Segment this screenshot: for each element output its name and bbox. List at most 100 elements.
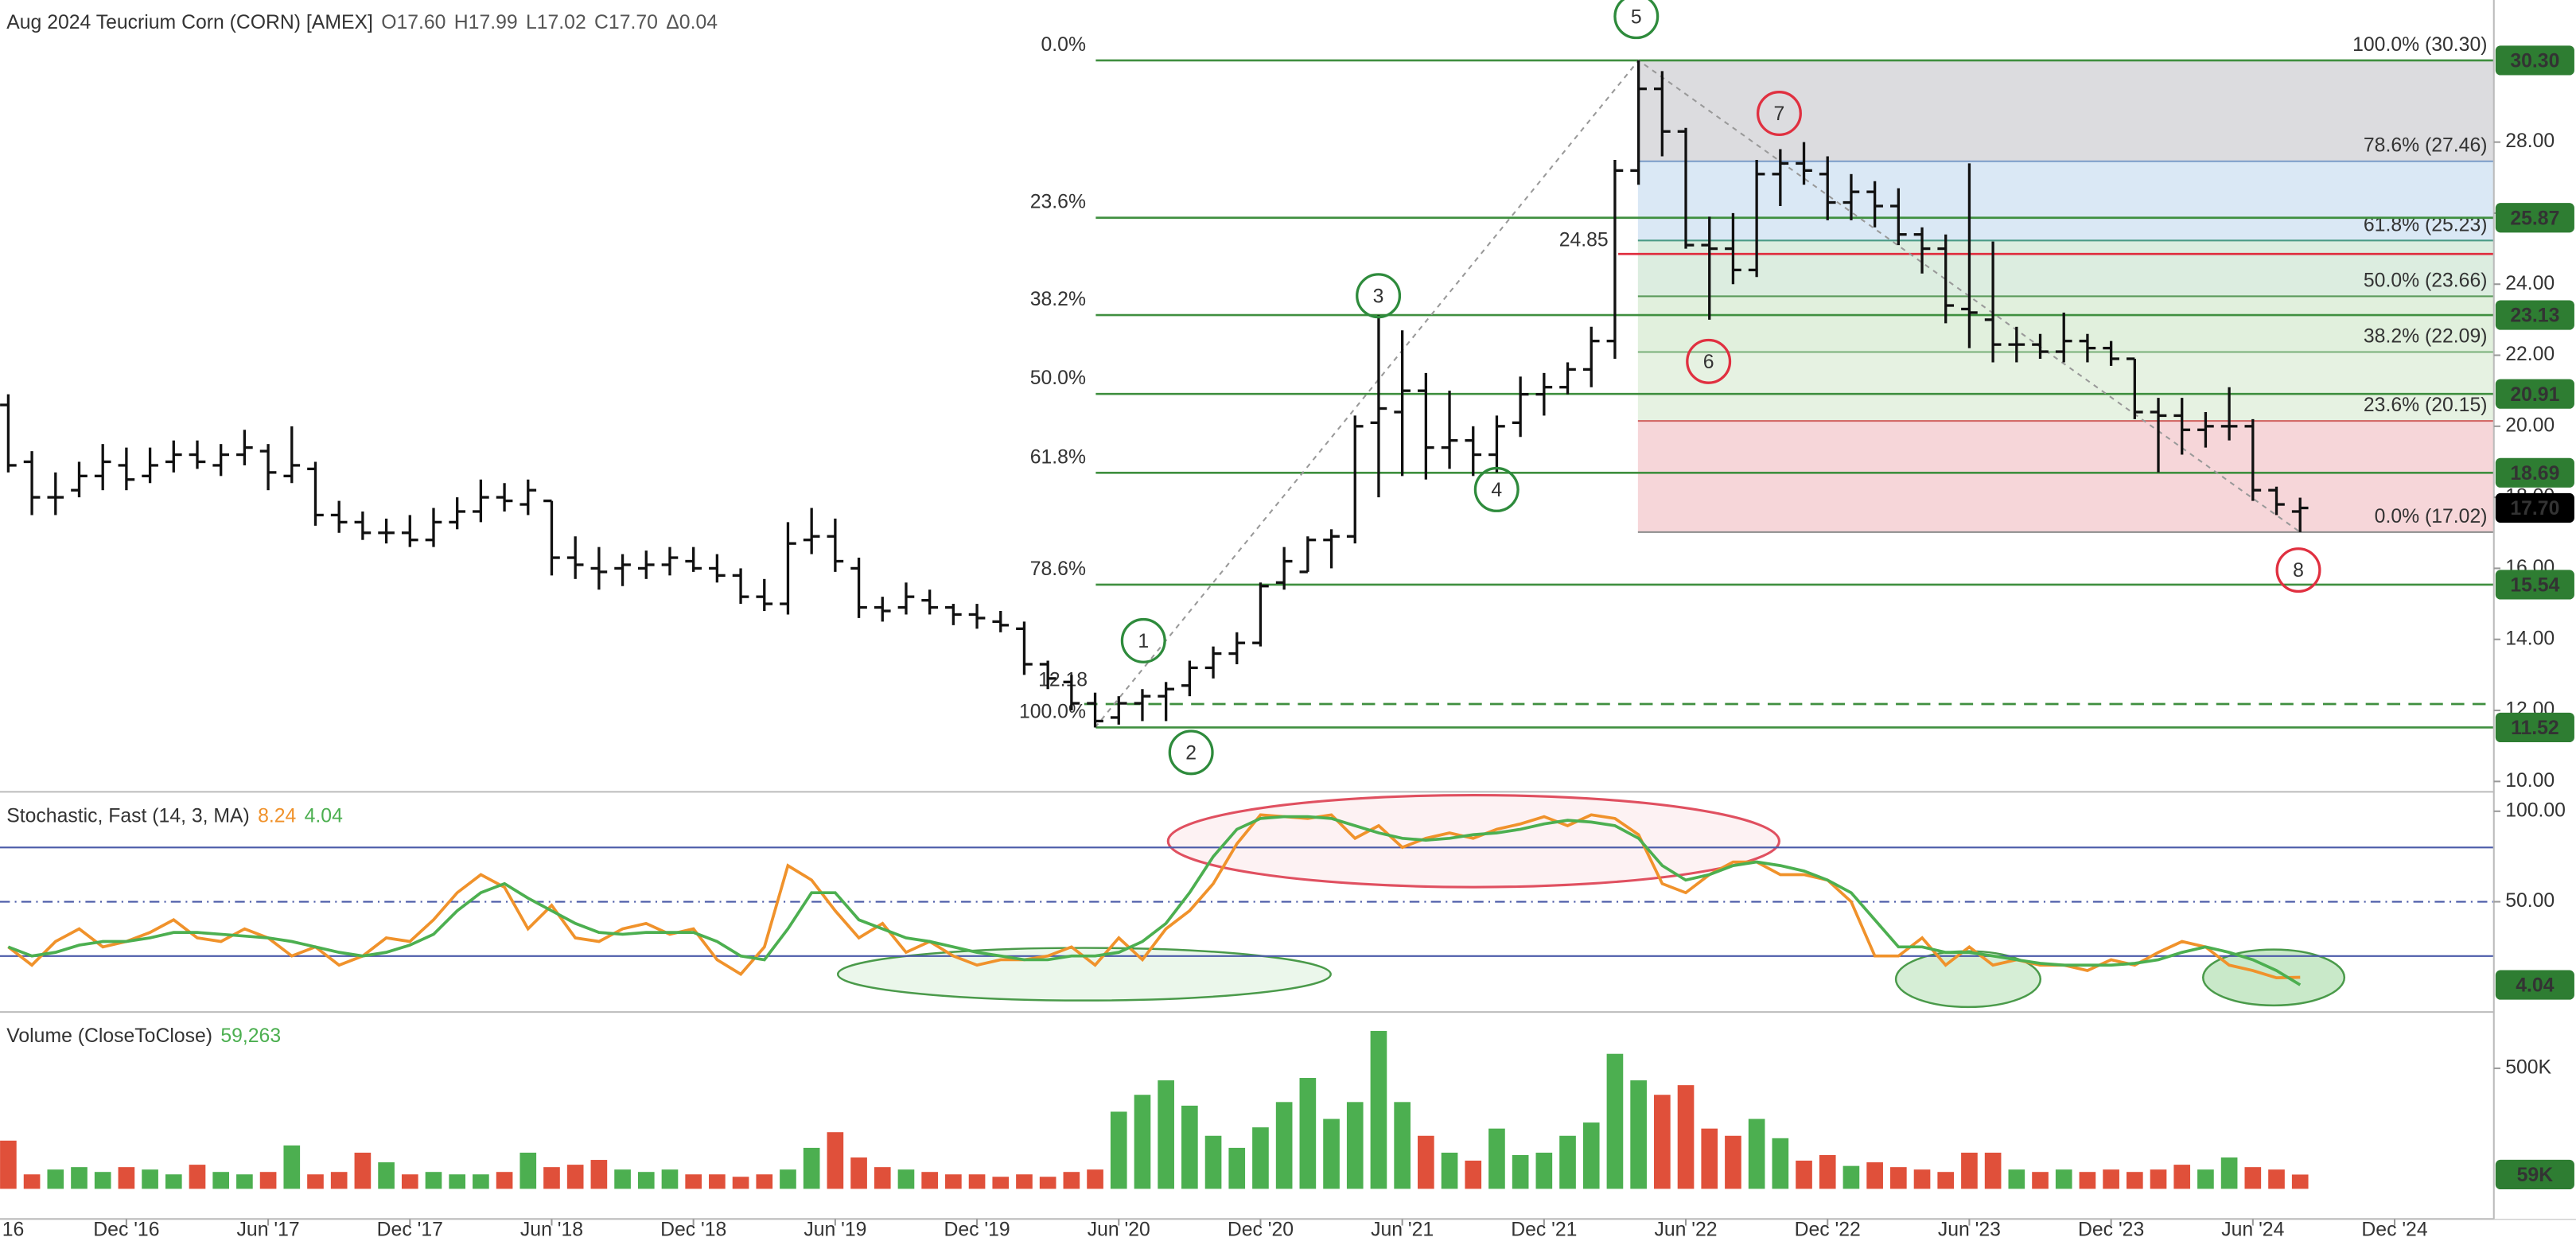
wave-marker — [2275, 547, 2321, 593]
wave-marker — [1686, 338, 1732, 384]
fib-zone — [1637, 352, 2494, 422]
x-tick-label: Jun '20 — [1088, 1219, 1150, 1240]
volume-bar — [543, 1167, 560, 1189]
volume-bar — [1606, 1053, 1624, 1189]
volume-bar — [2150, 1169, 2167, 1189]
volume-bar — [637, 1172, 655, 1189]
volume-bar — [1582, 1122, 1600, 1189]
stoch-line — [7, 813, 2301, 980]
volume-bar — [496, 1172, 513, 1189]
volume-bar — [1441, 1152, 1458, 1189]
x-tick-label: Dec '19 — [944, 1219, 1010, 1240]
volume-bar — [1063, 1172, 1080, 1189]
price-box — [2495, 970, 2574, 1000]
price-box-label: 59K — [2517, 1165, 2554, 1186]
volume-bar — [1630, 1080, 1647, 1189]
price-box — [2495, 203, 2574, 233]
level-label: 24.85 — [1559, 229, 1609, 251]
x-tick-label: Dec '20 — [1228, 1219, 1294, 1240]
volume-bar — [1701, 1128, 1718, 1189]
volume-bar — [1819, 1154, 1836, 1189]
wave-marker — [1473, 466, 1520, 512]
fib-zone — [1637, 60, 2494, 161]
volume-bar — [1748, 1118, 1765, 1189]
stoch-title-text: Stochastic, Fast (14, 3, MA) — [6, 805, 250, 827]
volume-bar — [519, 1152, 537, 1189]
volume-bar — [2126, 1172, 2143, 1189]
volume-bar — [2291, 1174, 2309, 1189]
volume-bar — [2008, 1169, 2025, 1189]
volume-bar — [1913, 1169, 1931, 1189]
volume-bar — [2197, 1169, 2214, 1189]
volume-bar — [2103, 1169, 2119, 1189]
volume-bar — [449, 1174, 466, 1189]
level-label: 12.18 — [1038, 670, 1088, 691]
ohlc-stat: C17.70 — [594, 11, 658, 33]
volume-bar — [142, 1169, 158, 1189]
volume-bar — [992, 1177, 1010, 1189]
volume-title: Volume (CloseToClose) 59,263 — [6, 1025, 281, 1047]
volume-bar — [897, 1169, 915, 1189]
volume-bar — [1937, 1172, 1955, 1189]
volume-bar — [1252, 1127, 1269, 1189]
x-tick-label: Jun '24 — [2221, 1219, 2284, 1240]
wave-label: 1 — [1138, 631, 1149, 652]
x-tick-label: Dec '16 — [93, 1219, 159, 1240]
wave-label: 6 — [1703, 352, 1714, 373]
volume-bar — [236, 1174, 253, 1189]
y-tick-label: 100.00 — [2505, 799, 2566, 821]
volume-bar — [212, 1172, 230, 1189]
ohlc-stat: O17.60 — [381, 11, 446, 33]
volume-bar — [661, 1169, 679, 1189]
volume-bar — [307, 1174, 324, 1189]
price-box-label: 20.91 — [2510, 384, 2559, 406]
fib-label: 100.0% — [1019, 701, 1086, 722]
price-box-label: 18.69 — [2510, 463, 2559, 484]
y-tick-label: 14.00 — [2505, 628, 2555, 649]
price-box — [2495, 492, 2574, 523]
title-text: Aug 2024 Teucrium Corn (CORN) [AMEX] — [6, 11, 373, 33]
volume-bar — [2268, 1169, 2285, 1189]
ohlc-stat: Δ0.04 — [666, 11, 718, 33]
volume-bar — [968, 1174, 986, 1189]
volume-bar — [1346, 1102, 1364, 1189]
y-tick-label: 24.00 — [2505, 273, 2555, 294]
volume-bar — [1275, 1102, 1293, 1189]
volume-bar — [1866, 1162, 1883, 1189]
volume-bar — [165, 1174, 182, 1189]
volume-bar — [1984, 1152, 2002, 1189]
volume-bar — [0, 1140, 17, 1189]
wave-label: 2 — [1185, 742, 1197, 764]
volume-bar — [945, 1174, 962, 1189]
fib-zone-label: 100.0% (30.30) — [2352, 34, 2487, 56]
volume-bar — [2220, 1157, 2238, 1189]
volume-bar — [1796, 1160, 1812, 1189]
price-box — [2495, 300, 2574, 330]
volume-bar — [23, 1174, 41, 1189]
volume-bar — [473, 1174, 489, 1189]
price-box — [2495, 379, 2574, 409]
volume-bar — [425, 1172, 442, 1189]
volume-bar — [330, 1172, 348, 1189]
volume-bar — [2055, 1169, 2072, 1189]
fib-label: 61.8% — [1030, 446, 1086, 468]
fib-zone-label: 0.0% (17.02) — [2375, 506, 2488, 527]
price-box — [2495, 45, 2574, 76]
x-tick-label: Dec '23 — [2078, 1219, 2144, 1240]
x-tick-label: Dec '22 — [1795, 1219, 1861, 1240]
volume-bar — [1654, 1095, 1671, 1189]
price-box-label: 30.30 — [2510, 51, 2559, 72]
volume-bar — [283, 1145, 301, 1189]
volume-bar — [1370, 1030, 1387, 1189]
volume-bar — [1488, 1128, 1505, 1189]
volume-bar — [685, 1174, 702, 1189]
volume-bar — [566, 1165, 584, 1189]
price-box — [2495, 712, 2574, 743]
fib-zone — [1637, 240, 2494, 297]
axis-background — [2493, 0, 2576, 1220]
y-tick-label: 10.00 — [2505, 770, 2555, 792]
fib-label: 78.6% — [1030, 558, 1086, 580]
price-box — [2495, 1159, 2574, 1190]
price-box-label: 25.87 — [2510, 208, 2559, 229]
